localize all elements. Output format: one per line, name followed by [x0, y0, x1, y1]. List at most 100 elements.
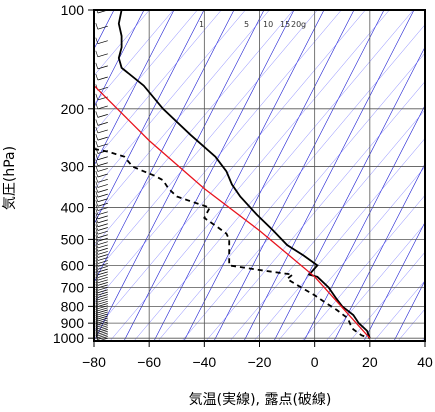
mixing-ratio-line: [325, 223, 425, 341]
mixing-ratio-labels: 1 5 10 15 20 g: [199, 20, 306, 29]
wind-barb: [97, 330, 108, 335]
wind-barb-flag: [95, 231, 99, 238]
wind-barb-flag: [95, 257, 99, 264]
wind-barb: [97, 122, 108, 126]
mixing-ratio-line: [349, 251, 425, 341]
wind-barb: [97, 86, 108, 91]
wind-barb: [97, 230, 108, 235]
wind-barb: [97, 189, 108, 193]
wind-barb: [97, 156, 108, 161]
wind-barb-flag: [95, 191, 99, 198]
wind-barb-flag: [95, 216, 99, 223]
wind-barb-flag: [95, 268, 99, 275]
y-tick-label: 100: [61, 2, 85, 18]
x-tick-label: 20: [362, 354, 378, 370]
wind-barb-flag: [95, 331, 99, 338]
mixing-ratio-line: [94, 10, 366, 332]
wind-barb: [97, 282, 108, 286]
dry-adiabat-line: [123, 10, 295, 341]
wind-barb: [97, 65, 108, 70]
wind-barb: [97, 274, 108, 278]
wind-barb: [97, 325, 108, 330]
wind-barb: [97, 215, 108, 220]
y-tick-label: 1000: [53, 330, 84, 346]
mixing-ratio-line: [94, 10, 246, 190]
wind-barb-flag: [95, 286, 99, 293]
wind-barb: [97, 244, 108, 249]
wind-barb: [97, 184, 108, 188]
wind-barb-flag: [95, 248, 99, 255]
wind-barb: [97, 76, 108, 81]
x-tick-label: 40: [417, 354, 433, 370]
wind-barb-flag: [95, 93, 99, 101]
wind-barb-flag: [95, 224, 99, 231]
mixing-ratio-line: [94, 10, 198, 133]
wind-barb: [97, 336, 108, 340]
wind-barb-flag: [95, 204, 99, 211]
grid-lines: [94, 10, 425, 341]
wind-barb: [97, 329, 108, 333]
wind-barb: [97, 287, 108, 291]
wind-barb: [97, 251, 108, 255]
wind-barb: [97, 305, 108, 309]
wind-barb-flag: [95, 281, 99, 288]
y-tick-label: 500: [61, 231, 85, 247]
wind-barb: [97, 168, 108, 172]
wind-barb-flag: [95, 176, 99, 183]
wind-barb-flag: [95, 274, 99, 281]
wind-barb: [97, 247, 108, 252]
wind-barb-flag: [95, 195, 99, 202]
wind-barb: [97, 202, 108, 207]
y-tick-label: 700: [61, 279, 85, 295]
wind-barb-flag: [95, 208, 99, 215]
wind-barb: [97, 254, 108, 258]
wind-barb: [97, 234, 108, 239]
mixing-ratio-line: [253, 138, 425, 341]
y-tick-label: 900: [61, 315, 85, 331]
mixing-ratio-line: [421, 337, 425, 341]
wind-barb: [97, 193, 108, 198]
x-tick-label: −20: [248, 354, 272, 370]
x-tick-label: 0: [311, 354, 319, 370]
wind-barb-flag: [95, 102, 99, 110]
dry-adiabat-line: [213, 10, 385, 341]
wind-barbs: [95, 10, 108, 341]
mixing-ratio-line: [205, 81, 425, 341]
wind-barb-flag: [95, 220, 99, 227]
wind-barb-flag: [95, 251, 99, 258]
wind-barb-flag: [95, 310, 99, 318]
wind-barb-flag: [95, 238, 99, 245]
wind-barb-flag: [95, 316, 99, 324]
wind-barb-flag: [95, 23, 99, 30]
wind-barb: [97, 260, 108, 264]
wind-barb-flag: [95, 241, 99, 249]
wind-barb-flag: [95, 126, 99, 134]
mixing-ratio-line: [133, 10, 414, 341]
wind-barb-flag: [95, 140, 99, 148]
wind-barb: [97, 296, 108, 301]
wind-barb: [97, 241, 108, 245]
wind-barb: [97, 319, 108, 324]
wind-barb-flag: [95, 306, 99, 313]
wind-barb-flag: [95, 170, 99, 178]
profile-lines: [94, 10, 371, 340]
mixing-ratio-label: 20: [291, 20, 301, 29]
wind-barb: [97, 289, 108, 294]
wind-barb: [97, 211, 108, 216]
wind-barb: [97, 53, 108, 58]
wind-barb: [97, 271, 108, 276]
wind-barb: [97, 207, 108, 211]
mixing-ratio-line: [277, 166, 425, 341]
wind-barb-flag: [95, 181, 99, 188]
mixing-ratio-line: [94, 10, 294, 247]
wind-barb-flag: [95, 254, 99, 261]
wind-barb: [97, 294, 108, 298]
mixing-ratio-line: [301, 194, 425, 341]
wind-barb: [97, 327, 108, 331]
wind-barb-flag: [95, 263, 99, 270]
y-tick-label: 600: [61, 257, 85, 273]
wind-barb-flag: [95, 289, 99, 296]
wind-barb-flag: [95, 212, 99, 219]
temperature-line: [117, 10, 371, 339]
